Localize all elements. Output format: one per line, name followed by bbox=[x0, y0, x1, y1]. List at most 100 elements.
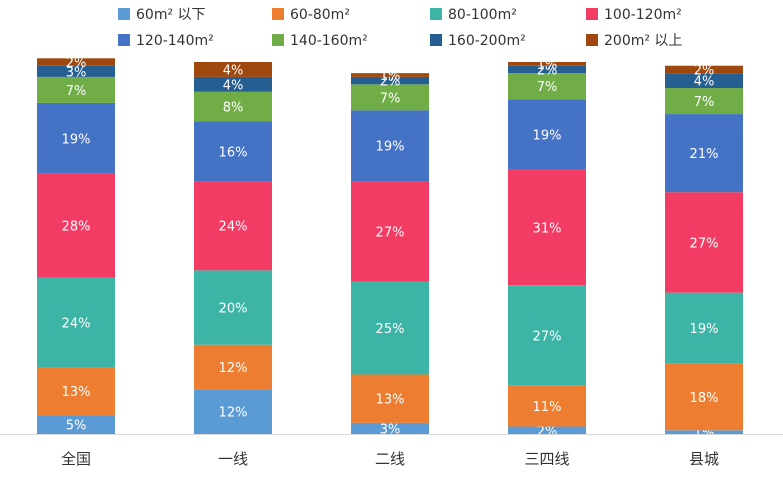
data-label: 1% bbox=[537, 58, 558, 73]
data-label: 4% bbox=[694, 75, 715, 90]
bar-segment-100-120m[interactable] bbox=[37, 173, 115, 278]
data-label: 19% bbox=[376, 140, 405, 155]
data-label: 19% bbox=[62, 132, 91, 147]
bar-segment-120-140m[interactable] bbox=[508, 99, 586, 170]
bar-segment-60-80m[interactable] bbox=[37, 367, 115, 416]
bar-segment-160-200m[interactable] bbox=[665, 73, 743, 89]
legend-item-80-100m[interactable]: 80-100m² bbox=[430, 7, 517, 23]
data-label: 3% bbox=[380, 422, 401, 437]
legend-item-140-160m[interactable]: 140-160m² bbox=[272, 33, 368, 49]
bar-segment-160-200m[interactable] bbox=[37, 65, 115, 77]
data-label: 24% bbox=[219, 220, 248, 235]
bar-segment-140-160m[interactable] bbox=[665, 88, 743, 115]
bar-segment-200m[interactable] bbox=[194, 62, 272, 77]
bar-stack-4[interactable]: 1%18%19%27%21%7%4%2% bbox=[665, 63, 743, 441]
bar-segment-60-80m[interactable] bbox=[194, 344, 272, 390]
legend-item-160-200m[interactable]: 160-200m² bbox=[430, 33, 526, 49]
legend-item-120-140m[interactable]: 120-140m² bbox=[118, 33, 214, 49]
legend-label: 60m² 以下 bbox=[136, 7, 206, 23]
bar-segment-80-100m[interactable] bbox=[351, 281, 429, 375]
bar-segment-60-80m[interactable] bbox=[508, 385, 586, 427]
bar-segment-200m[interactable] bbox=[508, 62, 586, 66]
bar-segment-160-200m[interactable] bbox=[194, 76, 272, 92]
legend-swatch bbox=[272, 34, 284, 46]
bar-segment-60m[interactable] bbox=[351, 422, 429, 434]
data-label: 7% bbox=[694, 95, 715, 110]
x-tick-label: 一线 bbox=[218, 450, 248, 468]
bar-segment-140-160m[interactable] bbox=[194, 91, 272, 122]
data-label: 25% bbox=[376, 322, 405, 337]
bar-segment-120-140m[interactable] bbox=[194, 121, 272, 182]
legend-swatch bbox=[430, 8, 442, 20]
bar-segment-120-140m[interactable] bbox=[37, 102, 115, 174]
data-label: 18% bbox=[690, 391, 719, 406]
x-axis-labels: 全国 一线 二线 三四线 县城 bbox=[61, 450, 719, 468]
data-label: 3% bbox=[66, 65, 87, 80]
bar-segment-80-100m[interactable] bbox=[37, 277, 115, 368]
data-label: 12% bbox=[219, 361, 248, 376]
bar-segment-200m[interactable] bbox=[665, 65, 743, 74]
bar-segment-160-200m[interactable] bbox=[508, 65, 586, 74]
data-label: 16% bbox=[219, 145, 248, 160]
data-label: 4% bbox=[223, 78, 244, 93]
legend-swatch bbox=[272, 8, 284, 20]
legend-label: 100-120m² bbox=[604, 7, 682, 23]
bar-segment-60m[interactable] bbox=[665, 430, 743, 434]
legend-label: 140-160m² bbox=[290, 33, 368, 49]
data-label: 21% bbox=[690, 147, 719, 162]
legend-swatch bbox=[430, 34, 442, 46]
bar-segment-120-140m[interactable] bbox=[665, 114, 743, 193]
data-label: 7% bbox=[380, 91, 401, 106]
bar-segment-80-100m[interactable] bbox=[665, 292, 743, 364]
legend-swatch bbox=[118, 34, 130, 46]
bar-segment-200m[interactable] bbox=[351, 73, 429, 77]
data-label: 24% bbox=[62, 316, 91, 331]
bar-stack-3[interactable]: 2%11%27%31%19%7%2%1% bbox=[508, 58, 586, 439]
x-tick-label: 二线 bbox=[375, 450, 405, 468]
data-label: 31% bbox=[533, 222, 562, 237]
bar-segment-160-200m[interactable] bbox=[351, 76, 429, 85]
data-label: 7% bbox=[66, 84, 87, 99]
bar-stack-1[interactable]: 12% 12% 20% 24% 16% 8% 4%4% bbox=[194, 62, 272, 434]
bar-segment-60-80m[interactable] bbox=[351, 374, 429, 423]
legend-swatch bbox=[586, 34, 598, 46]
bar-segment-100-120m[interactable] bbox=[351, 181, 429, 282]
data-label: 19% bbox=[690, 322, 719, 337]
bar-stack-2[interactable]: 3% 13% 25% 27% 19% 7%2%1% bbox=[351, 69, 429, 437]
bar-segment-200m[interactable] bbox=[37, 58, 115, 66]
data-label: 27% bbox=[533, 329, 562, 344]
data-label: 2% bbox=[66, 56, 87, 71]
legend-item-100-120m[interactable]: 100-120m² bbox=[586, 7, 682, 23]
data-label: 28% bbox=[62, 220, 91, 235]
data-label: 19% bbox=[533, 129, 562, 144]
bar-segment-140-160m[interactable] bbox=[351, 84, 429, 111]
legend-item-200m[interactable]: 200m² 以上 bbox=[586, 33, 682, 49]
legend-label: 160-200m² bbox=[448, 33, 526, 49]
bar-segment-140-160m[interactable] bbox=[37, 76, 115, 103]
legend-swatch bbox=[118, 8, 130, 20]
bar-segment-140-160m[interactable] bbox=[508, 73, 586, 100]
bar-stack-0[interactable]: 5% 13% 24% 28% 19% 7% 3%2% bbox=[37, 56, 115, 434]
data-label: 2% bbox=[537, 63, 558, 78]
bar-segment-60m[interactable] bbox=[194, 389, 272, 434]
legend-item-60m[interactable]: 60m² 以下 bbox=[118, 7, 206, 23]
bar-segment-80-100m[interactable] bbox=[508, 285, 586, 386]
bar-segment-60-80m[interactable] bbox=[665, 363, 743, 431]
data-label: 27% bbox=[690, 236, 719, 251]
data-label: 5% bbox=[66, 419, 87, 434]
bar-segment-60m[interactable] bbox=[37, 415, 115, 434]
legend-swatch bbox=[586, 8, 598, 20]
bar-segment-60m[interactable] bbox=[508, 426, 586, 434]
x-tick-label: 三四线 bbox=[524, 450, 569, 468]
bar-segment-100-120m[interactable] bbox=[665, 192, 743, 293]
legend-item-60-80m[interactable]: 60-80m² bbox=[272, 7, 350, 23]
bar-segment-100-120m[interactable] bbox=[194, 181, 272, 271]
legend-label: 120-140m² bbox=[136, 33, 214, 49]
data-label: 27% bbox=[376, 225, 405, 240]
x-tick-label: 全国 bbox=[61, 450, 91, 468]
data-label: 12% bbox=[219, 406, 248, 421]
bar-segment-100-120m[interactable] bbox=[508, 169, 586, 286]
bar-segment-120-140m[interactable] bbox=[351, 110, 429, 182]
bar-segment-80-100m[interactable] bbox=[194, 270, 272, 345]
